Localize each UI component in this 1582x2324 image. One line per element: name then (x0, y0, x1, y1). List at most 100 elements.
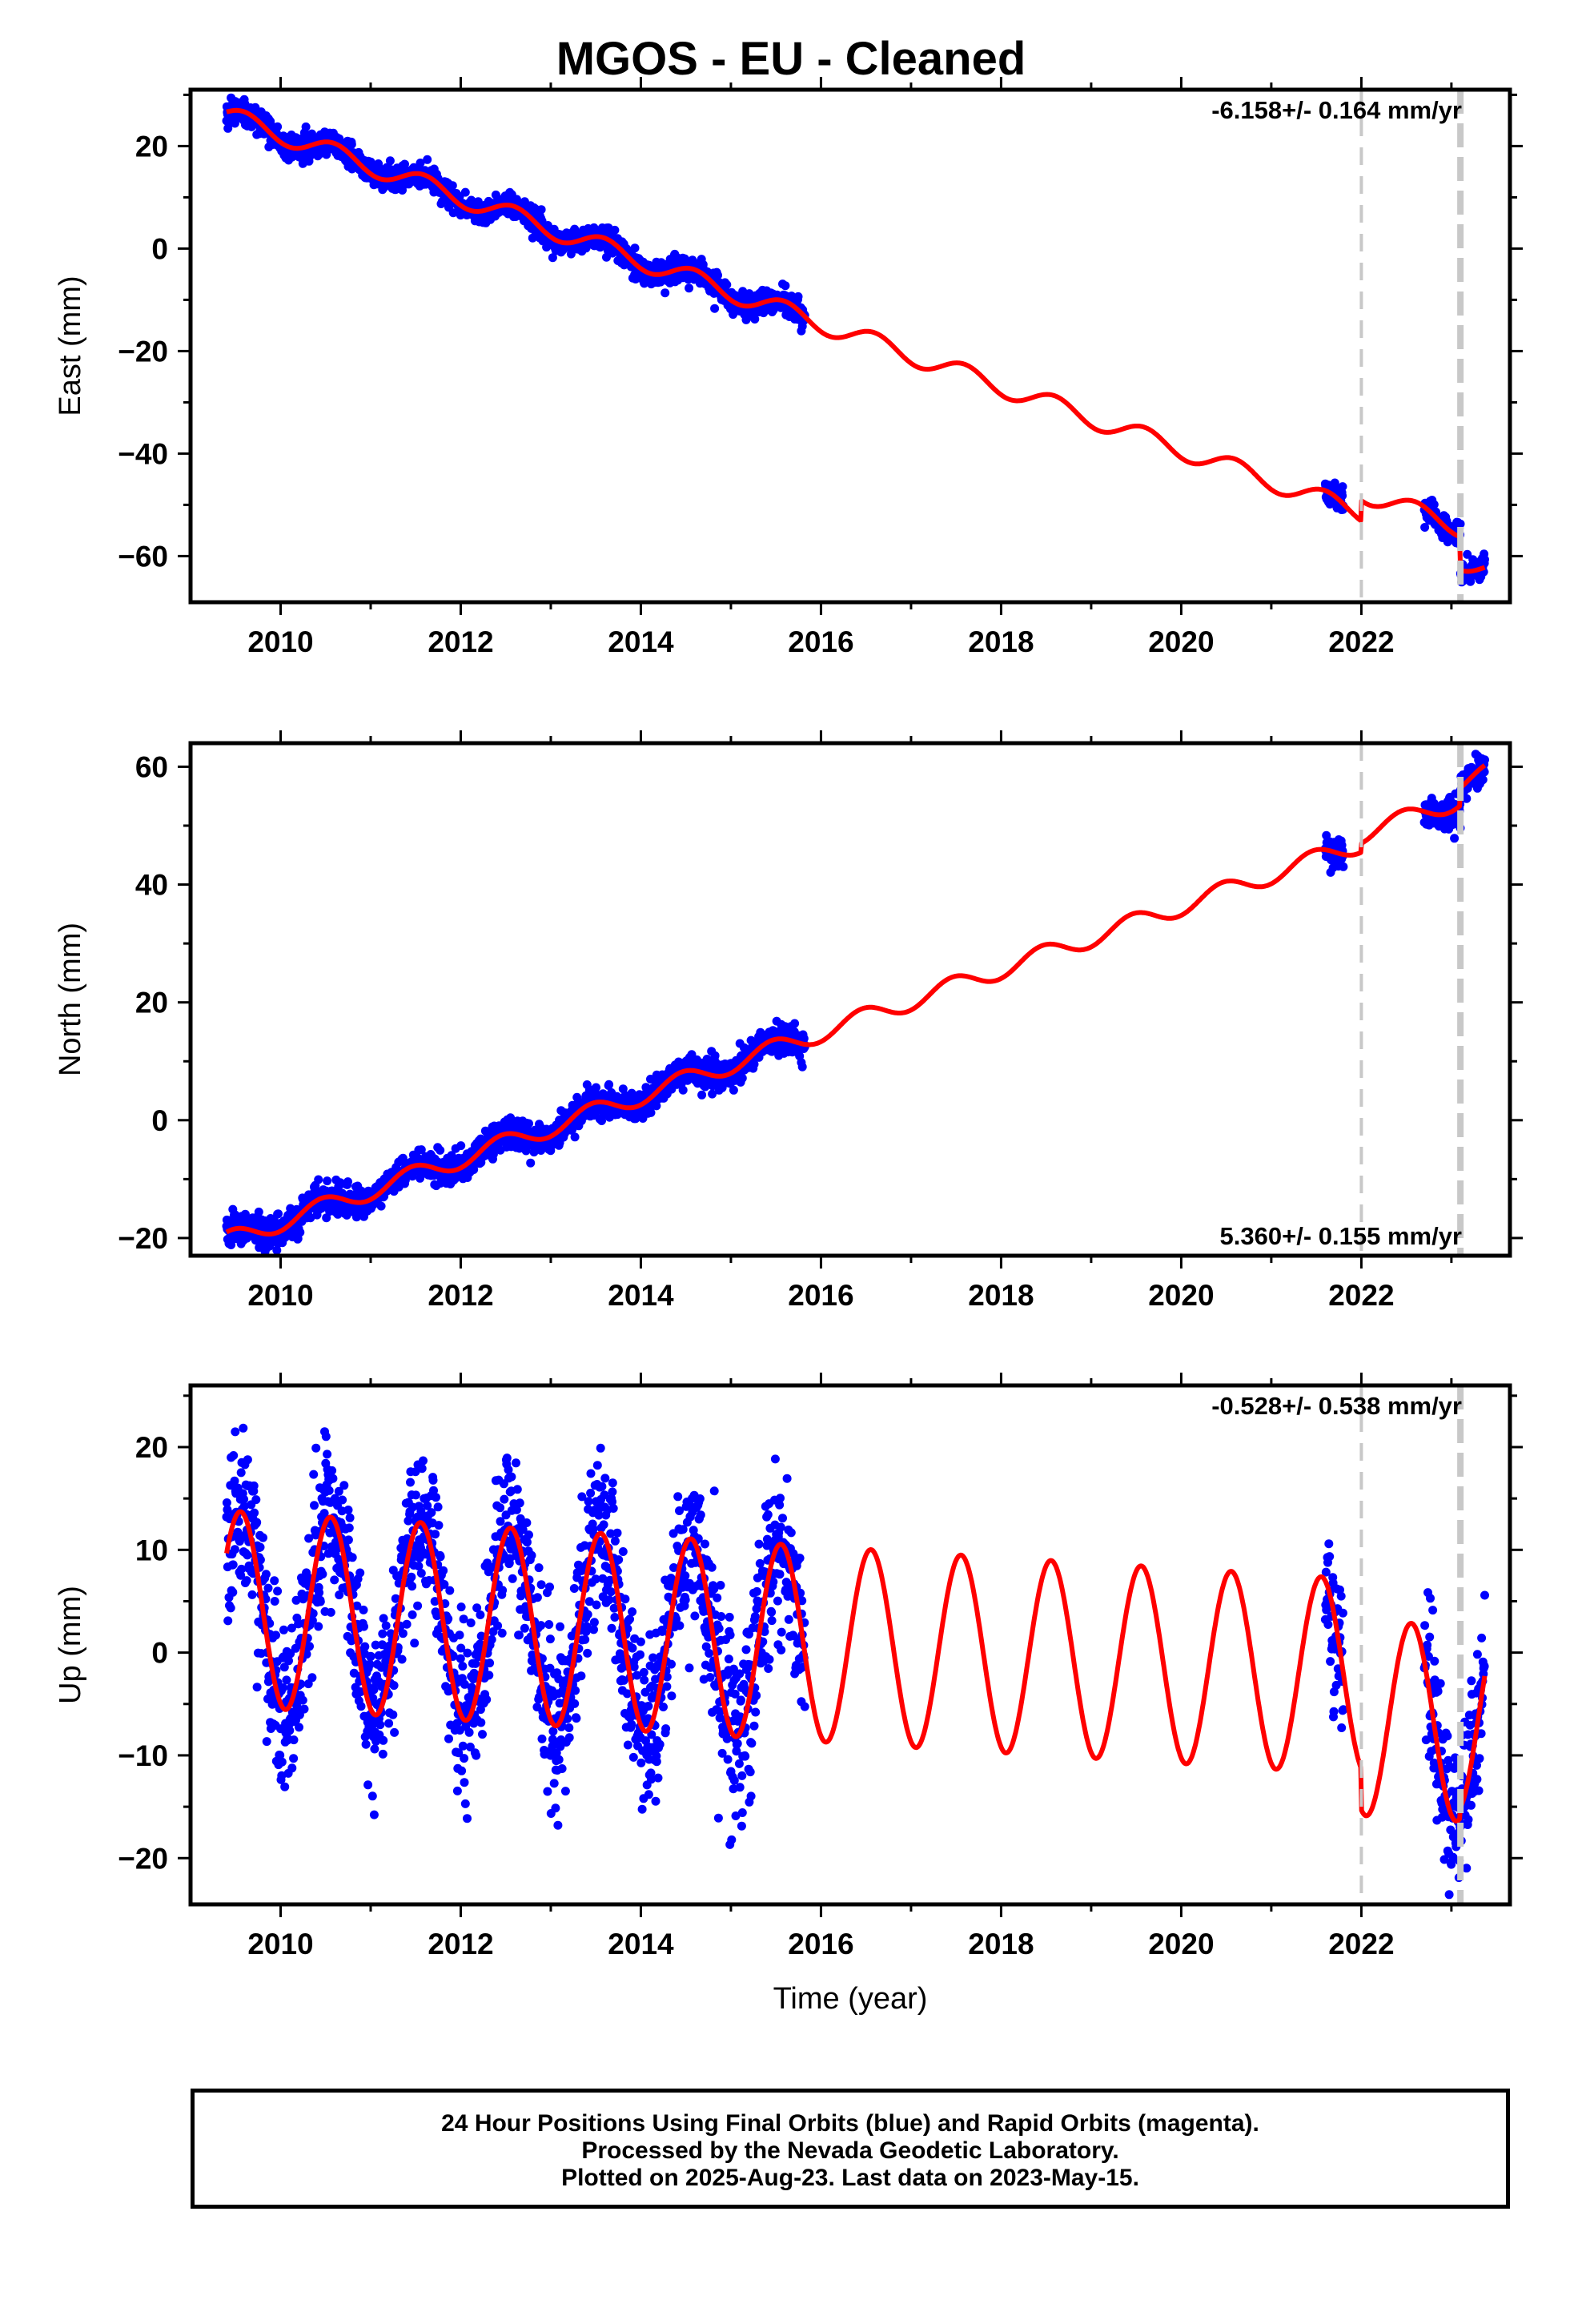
data-point (378, 1629, 387, 1638)
data-point (231, 1427, 240, 1437)
data-point (251, 1495, 261, 1505)
data-point (464, 1727, 474, 1737)
data-point (586, 1489, 596, 1498)
data-point (254, 1207, 263, 1216)
data-point (554, 1755, 564, 1764)
data-point (413, 1601, 423, 1610)
data-point (339, 1481, 349, 1490)
data-point (389, 1681, 399, 1691)
data-point (750, 315, 760, 324)
data-point (343, 1177, 352, 1187)
data-point (311, 1443, 321, 1453)
data-point (460, 1778, 469, 1787)
data-point (713, 271, 722, 280)
data-point (1478, 775, 1488, 785)
plot-frame (188, 87, 1512, 605)
data-point (400, 159, 409, 169)
data-point (321, 1432, 331, 1441)
data-point (295, 1723, 303, 1732)
y-tick-label: 20 (135, 987, 168, 1019)
data-point (1420, 523, 1430, 532)
data-point (315, 1588, 324, 1598)
data-point (514, 1630, 524, 1640)
data-point (463, 1648, 472, 1658)
x-tick-label: 2020 (1148, 1279, 1214, 1312)
y-tick-label: −20 (118, 1222, 168, 1255)
data-point (526, 1158, 536, 1168)
data-point (282, 1675, 291, 1685)
data-point (416, 1569, 426, 1578)
data-point (376, 1201, 386, 1211)
data-point (270, 1576, 279, 1586)
data-point (388, 1710, 398, 1719)
data-point (411, 1490, 420, 1500)
data-point (512, 1485, 522, 1494)
data-point (252, 1683, 262, 1692)
data-point (231, 1210, 240, 1220)
data-point (298, 1695, 307, 1705)
data-point (604, 1080, 614, 1089)
data-point (327, 1357, 335, 1365)
y-tick-label: 0 (151, 1104, 168, 1137)
data-point (610, 225, 620, 235)
data-point (520, 1623, 529, 1633)
data-point (491, 190, 500, 199)
model-curve (225, 107, 1487, 574)
data-point (722, 280, 732, 289)
data-point (1456, 519, 1465, 529)
data-point (243, 1455, 252, 1465)
data-point (557, 1764, 567, 1773)
data-point (242, 1576, 251, 1586)
data-point (548, 253, 557, 263)
data-point (498, 1586, 508, 1595)
data-point (678, 1085, 688, 1095)
data-point (229, 1451, 239, 1460)
data-point (330, 1575, 339, 1585)
data-point (737, 1073, 747, 1083)
data-point (400, 1176, 410, 1185)
data-point (360, 1642, 370, 1651)
data-point (476, 1718, 486, 1727)
data-point (456, 1602, 466, 1612)
data-point (249, 1481, 259, 1490)
data-point (556, 1622, 564, 1631)
data-point (434, 1521, 444, 1530)
data-point (402, 1619, 412, 1629)
data-point (793, 292, 803, 301)
x-tick-label: 2014 (608, 1279, 674, 1312)
data-point (347, 1553, 357, 1562)
data-point (463, 1814, 472, 1823)
data-point (583, 1610, 592, 1619)
data-point (564, 1723, 574, 1732)
data-point (570, 1699, 580, 1708)
data-point (259, 1533, 267, 1542)
data-point (508, 1574, 517, 1583)
data-point (315, 1597, 325, 1606)
data-point (460, 1754, 469, 1763)
x-tick-label: 2018 (968, 1279, 1034, 1312)
data-point (549, 1779, 559, 1788)
data-point (1338, 482, 1347, 492)
data-point (263, 1583, 273, 1593)
data-point (515, 1498, 524, 1508)
data-point (1480, 755, 1489, 765)
data-point (496, 1503, 505, 1513)
data-point (314, 1622, 323, 1631)
data-point (361, 1739, 371, 1749)
data-point (685, 283, 694, 293)
data-point (433, 1502, 443, 1512)
data-point (532, 1593, 542, 1602)
data-point (1463, 549, 1472, 559)
data-point (472, 1751, 481, 1760)
data-point (416, 1145, 426, 1155)
x-tick-label: 2016 (788, 625, 853, 658)
data-point (485, 1659, 495, 1668)
data-point (306, 1213, 315, 1223)
data-point (536, 1621, 546, 1630)
x-tick-label: 2016 (788, 1279, 853, 1312)
plot-area (222, 90, 1489, 602)
data-point (445, 1586, 455, 1595)
data-point (497, 1628, 507, 1638)
data-point (790, 1019, 800, 1028)
data-point (545, 1582, 554, 1592)
